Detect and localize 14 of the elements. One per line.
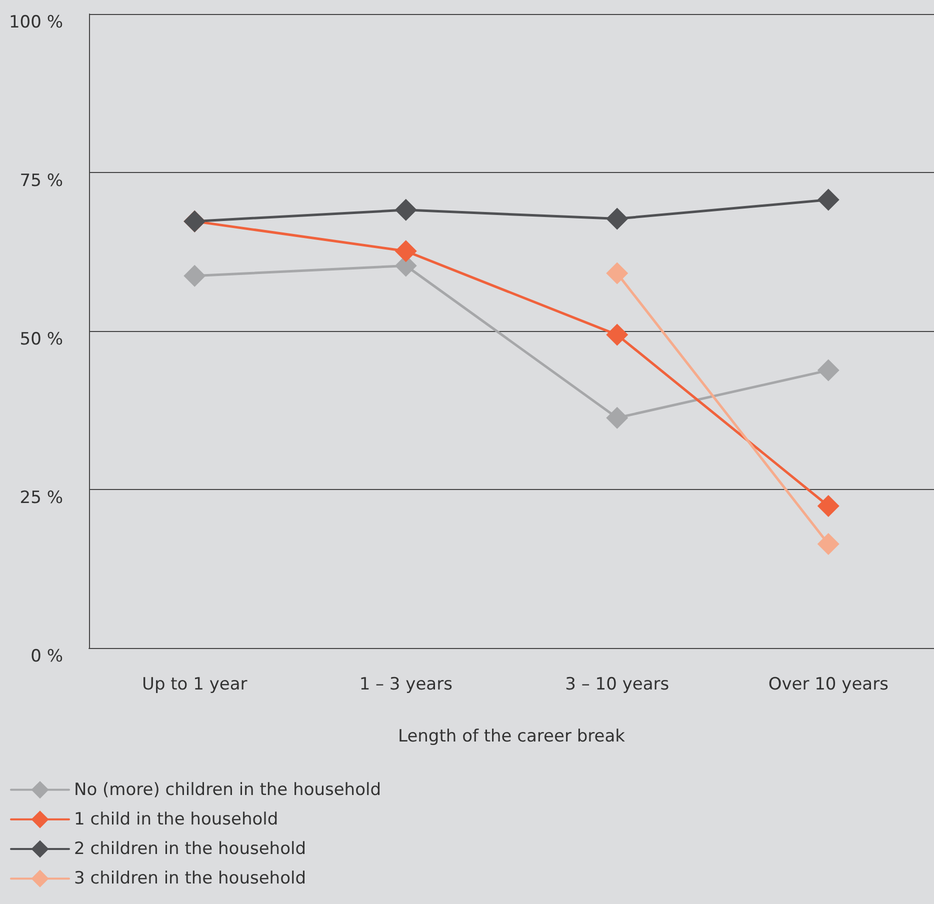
legend-label: 2 children in the household [74,839,306,859]
x-axis-title: Length of the career break [398,726,626,746]
y-tick-label: 75 % [20,171,63,191]
y-tick-label: 100 % [8,12,63,32]
y-tick-label: 25 % [20,488,63,508]
legend-label: 3 children in the household [74,868,306,889]
x-tick-label: 3 – 10 years [565,674,670,694]
x-tick-label: Up to 1 year [142,674,248,694]
legend-label: 1 child in the household [74,809,278,830]
x-tick-label: 1 – 3 years [359,674,453,694]
y-tick-label: 50 % [20,330,63,350]
y-tick-label: 0 % [30,646,63,666]
legend-label: No (more) children in the household [74,780,381,800]
x-tick-label: Over 10 years [768,674,889,694]
